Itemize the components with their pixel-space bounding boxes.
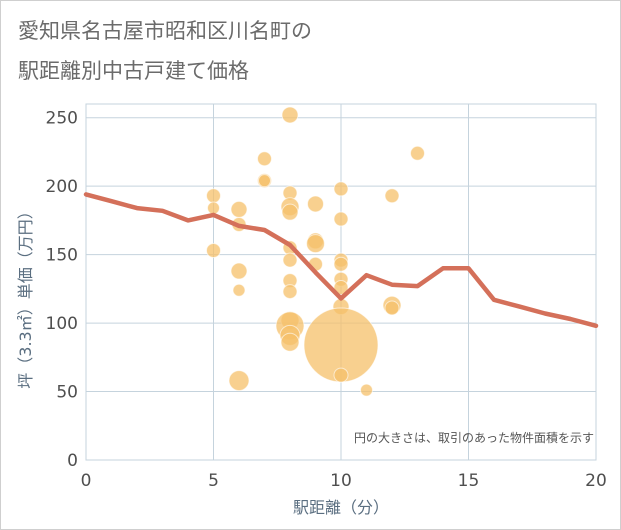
average-line-layer — [83, 192, 599, 329]
x-axis-label: 駅距離（分） — [293, 498, 389, 517]
y-tick-label: 100 — [46, 314, 78, 334]
bubble-point — [410, 145, 425, 161]
y-tick-label: 50 — [56, 383, 78, 403]
bubble-point — [360, 383, 373, 397]
bubble-point — [232, 283, 246, 297]
bubble-point — [333, 211, 349, 227]
bubble-point — [258, 174, 271, 188]
y-tick-label: 250 — [46, 109, 78, 129]
bubble-point — [206, 188, 221, 204]
bubble-point — [280, 332, 300, 352]
bubble-point — [333, 279, 349, 295]
bubble-point — [206, 243, 221, 259]
bubble-point — [207, 201, 220, 215]
bubble-point — [230, 200, 248, 218]
chart-title-line1: 愛知県名古屋市昭和区川名町の — [18, 19, 312, 43]
bubble-point — [281, 203, 299, 221]
bubble-point — [306, 234, 325, 254]
bubble-point — [333, 367, 349, 383]
bubble-point — [228, 370, 250, 392]
grid-lines — [85, 103, 597, 461]
x-tick-label: 20 — [585, 471, 607, 491]
bubble-point — [307, 195, 324, 213]
chart-title-line2: 駅距離別中古戸建て価格 — [18, 59, 249, 83]
y-tick-label: 200 — [46, 177, 78, 197]
bubble-point — [230, 262, 248, 280]
x-tick-label: 0 — [81, 471, 92, 491]
x-tick-label: 5 — [208, 471, 219, 491]
average-price-line — [83, 192, 599, 329]
bubble-point — [282, 284, 298, 300]
y-axis-label: 坪（3.3㎡）単価（万円） — [16, 203, 35, 388]
bubble-point — [384, 300, 400, 316]
bubble-point — [333, 256, 349, 272]
y-tick-label: 0 — [67, 451, 78, 471]
bubble-point — [282, 252, 298, 268]
x-tick-label: 10 — [330, 471, 352, 491]
bubble-point — [384, 188, 400, 204]
size-annotation: 円の大きさは、取引のあった物件面積を示す — [354, 430, 594, 445]
bubble-point — [333, 181, 349, 197]
y-tick-label: 150 — [46, 246, 78, 266]
bubble-point — [257, 151, 272, 167]
bubble-point — [281, 106, 299, 124]
x-tick-label: 15 — [458, 471, 480, 491]
bubble-layer — [206, 106, 425, 397]
